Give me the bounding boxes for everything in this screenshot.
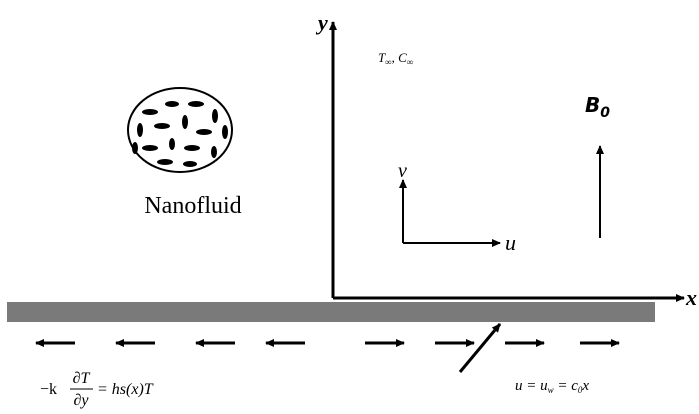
plate [7, 302, 655, 322]
b-subscript: 0 [600, 105, 610, 121]
y-axis-label: y [315, 10, 328, 35]
arrow-oblique [460, 324, 500, 372]
bc-prefix: −k [40, 381, 57, 398]
bc-denominator: ∂y [73, 392, 89, 409]
stretch-arrows [36, 324, 619, 372]
nanofluid-label: Nanofluid [144, 193, 241, 219]
wall-bc-c: x [581, 378, 589, 394]
field-label: B0 [585, 93, 610, 121]
bc-suffix: = hs(x)T [97, 381, 154, 398]
wall-bc-a: u = u [515, 378, 548, 394]
wall-bc: u = uw = c0x [515, 378, 589, 395]
thermal-bc: −k ∂T ∂y = hs(x)T [40, 370, 154, 409]
x-axis-label: x [685, 285, 697, 310]
wall-bc-b: = c [554, 378, 579, 394]
ambient-label: T∞, C∞ [378, 50, 413, 67]
nanofluid-icon [128, 88, 232, 172]
bc-numerator: ∂T [73, 370, 91, 387]
v-label: v [398, 160, 407, 182]
c-symbol: C [398, 50, 407, 65]
diagram: y x Nanofluid T∞, C∞ B0 v u −k [0, 0, 699, 414]
b-symbol: B [585, 93, 600, 117]
u-label: u [505, 230, 516, 255]
c-subscript: ∞ [407, 57, 413, 67]
